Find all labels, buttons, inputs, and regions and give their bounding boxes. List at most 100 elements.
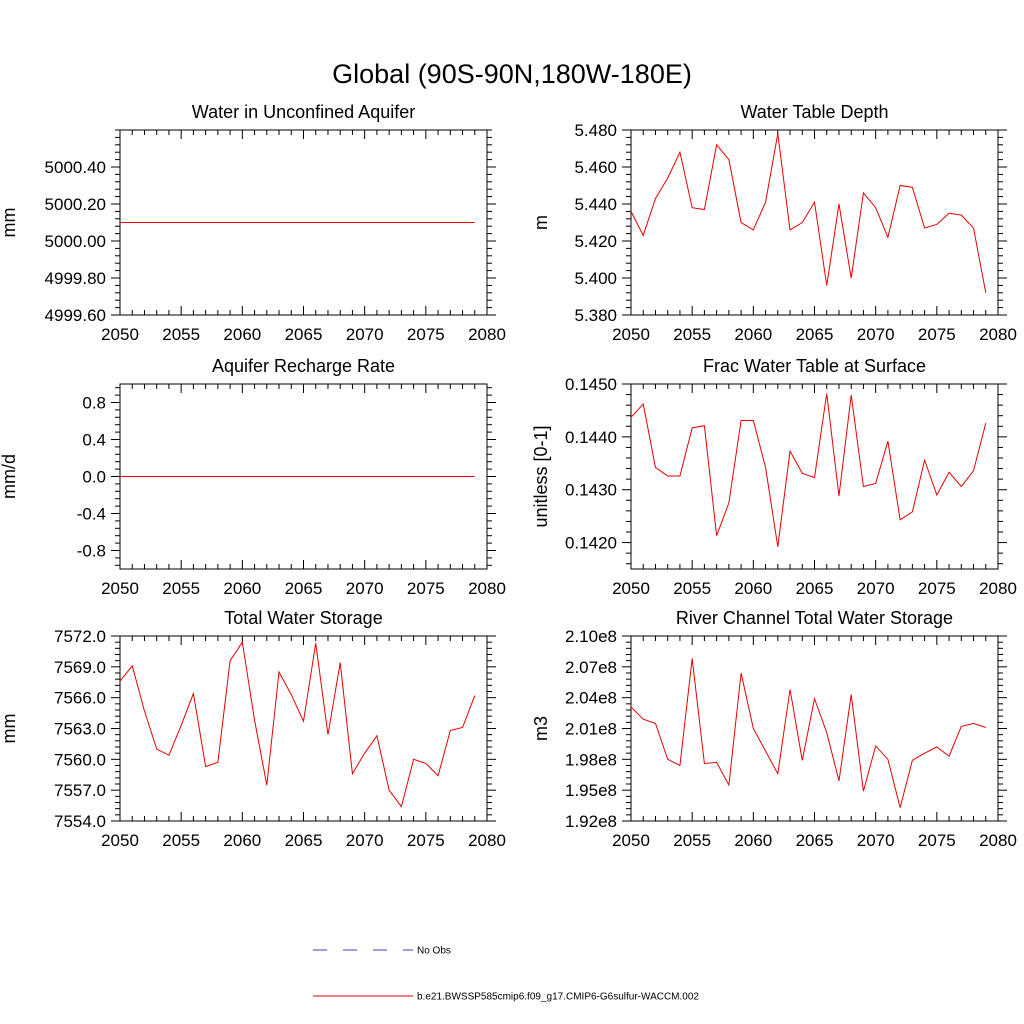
y-tick-label: 1.92e8: [565, 812, 617, 831]
legend-label: No Obs: [417, 946, 451, 957]
series-line: [630, 133, 987, 293]
x-tick-label: 2075: [918, 325, 956, 344]
y-axis-label: m: [531, 215, 551, 230]
x-tick-label: 2070: [857, 325, 895, 344]
x-tick-label: 2060: [734, 579, 772, 598]
x-tick-label: 2060: [223, 831, 261, 850]
y-tick-label: 5.400: [574, 269, 617, 288]
y-tick-label: 5.380: [574, 306, 617, 325]
plot-frame: [630, 129, 999, 316]
y-axis-label: mm: [0, 714, 19, 744]
series-line: [119, 640, 476, 808]
x-tick-label: 2050: [101, 579, 139, 598]
plot-frame: [119, 635, 488, 822]
series-line: [630, 393, 987, 547]
y-tick-label: 5.420: [574, 232, 617, 251]
x-tick-label: 2060: [223, 579, 261, 598]
legend-item: b.e21.BWSSP585cmip6.f09_g17.CMIP6-G6sulf…: [313, 992, 699, 1003]
y-tick-label: 7560.0: [54, 750, 106, 769]
y-tick-label: 4999.80: [45, 269, 106, 288]
y-tick-label: 5000.20: [45, 195, 106, 214]
x-tick-label: 2055: [673, 325, 711, 344]
y-tick-label: 2.04e8: [565, 689, 617, 708]
x-tick-label: 2065: [796, 579, 834, 598]
x-tick-label: 2060: [223, 325, 261, 344]
y-tick-label: 7569.0: [54, 658, 106, 677]
y-tick-label: 2.01e8: [565, 720, 617, 739]
x-tick-label: 2050: [612, 579, 650, 598]
y-tick-label: 7554.0: [54, 812, 106, 831]
y-tick-label: 5.480: [574, 121, 617, 140]
x-tick-label: 2070: [346, 831, 384, 850]
x-tick-label: 2060: [734, 831, 772, 850]
panel-title: Aquifer Recharge Rate: [212, 356, 395, 376]
x-tick-label: 2065: [796, 325, 834, 344]
y-tick-label: 0.1430: [565, 481, 617, 500]
x-tick-label: 2080: [979, 579, 1017, 598]
y-tick-label: 0.4: [82, 431, 106, 450]
y-tick-label: 2.10e8: [565, 627, 617, 646]
x-tick-label: 2055: [162, 831, 200, 850]
x-tick-label: 2055: [673, 579, 711, 598]
panel-title: Total Water Storage: [224, 608, 382, 628]
x-tick-label: 2075: [918, 579, 956, 598]
x-tick-label: 2070: [857, 579, 895, 598]
x-tick-label: 2065: [285, 579, 323, 598]
chart-panel: Aquifer Recharge Rate 2050 2055 2060 2065 207…: [0, 356, 506, 598]
x-tick-label: 2080: [468, 831, 506, 850]
y-axis-label: m3: [531, 716, 551, 741]
y-tick-label: 0.8: [82, 394, 106, 413]
y-tick-label: 2.07e8: [565, 658, 617, 677]
chart-panels: Water in Unconfined Aquifer 2050 2055 2060 2…: [0, 102, 1017, 850]
x-tick-label: 2075: [918, 831, 956, 850]
x-tick-label: 2075: [407, 325, 445, 344]
plot-frame: [630, 635, 999, 822]
legend: No Obs b.e21.BWSSP585cmip6.f09_g17.CMIP6-…: [313, 946, 699, 1003]
x-tick-label: 2075: [407, 831, 445, 850]
y-tick-label: -0.4: [77, 505, 106, 524]
y-tick-label: 5000.40: [45, 158, 106, 177]
x-tick-label: 2055: [162, 325, 200, 344]
y-tick-label: 4999.60: [45, 306, 106, 325]
x-tick-label: 2080: [979, 831, 1017, 850]
y-tick-label: -0.8: [77, 542, 106, 561]
y-tick-label: 7557.0: [54, 781, 106, 800]
y-tick-label: 0.1420: [565, 534, 617, 553]
panel-title: River Channel Total Water Storage: [676, 608, 953, 628]
y-tick-label: 7563.0: [54, 720, 106, 739]
y-axis-label: unitless [0-1]: [531, 425, 551, 527]
x-tick-label: 2050: [101, 325, 139, 344]
y-tick-label: 1.95e8: [565, 781, 617, 800]
x-tick-label: 2080: [468, 325, 506, 344]
y-tick-label: 0.1450: [565, 375, 617, 394]
y-tick-label: 7572.0: [54, 627, 106, 646]
x-tick-label: 2065: [285, 325, 323, 344]
chart-panel: Water in Unconfined Aquifer 2050 2055 2060 2…: [0, 102, 506, 344]
page-title: Global (90S-90N,180W-180E): [332, 59, 692, 89]
legend-item: No Obs: [313, 946, 451, 957]
y-tick-label: 5.440: [574, 195, 617, 214]
y-axis-label: mm: [0, 208, 19, 238]
x-tick-label: 2055: [673, 831, 711, 850]
x-tick-label: 2080: [979, 325, 1017, 344]
chart-panel: Frac Water Table at Surface 2050 2055 2060 2…: [531, 356, 1017, 598]
x-tick-label: 2070: [346, 325, 384, 344]
panel-title: Water Table Depth: [740, 102, 888, 122]
panel-title: Frac Water Table at Surface: [703, 356, 926, 376]
chart-panel: Total Water Storage 2050 2055 2060 2065 2070 2…: [0, 608, 506, 850]
panel-title: Water in Unconfined Aquifer: [192, 102, 415, 122]
x-tick-label: 2070: [346, 579, 384, 598]
x-tick-label: 2070: [857, 831, 895, 850]
x-tick-label: 2050: [612, 325, 650, 344]
chart-panel: River Channel Total Water Storage 2050 205…: [531, 608, 1017, 850]
y-tick-label: 7566.0: [54, 689, 106, 708]
chart-panel: Water Table Depth 2050 2055 2060 2065 2070 207…: [531, 102, 1017, 344]
y-tick-label: 0.0: [82, 468, 106, 487]
series-line: [630, 658, 986, 808]
x-tick-label: 2075: [407, 579, 445, 598]
x-tick-label: 2060: [734, 325, 772, 344]
y-tick-label: 5.460: [574, 158, 617, 177]
y-axis-label: mm/d: [0, 454, 19, 499]
x-tick-label: 2080: [468, 579, 506, 598]
